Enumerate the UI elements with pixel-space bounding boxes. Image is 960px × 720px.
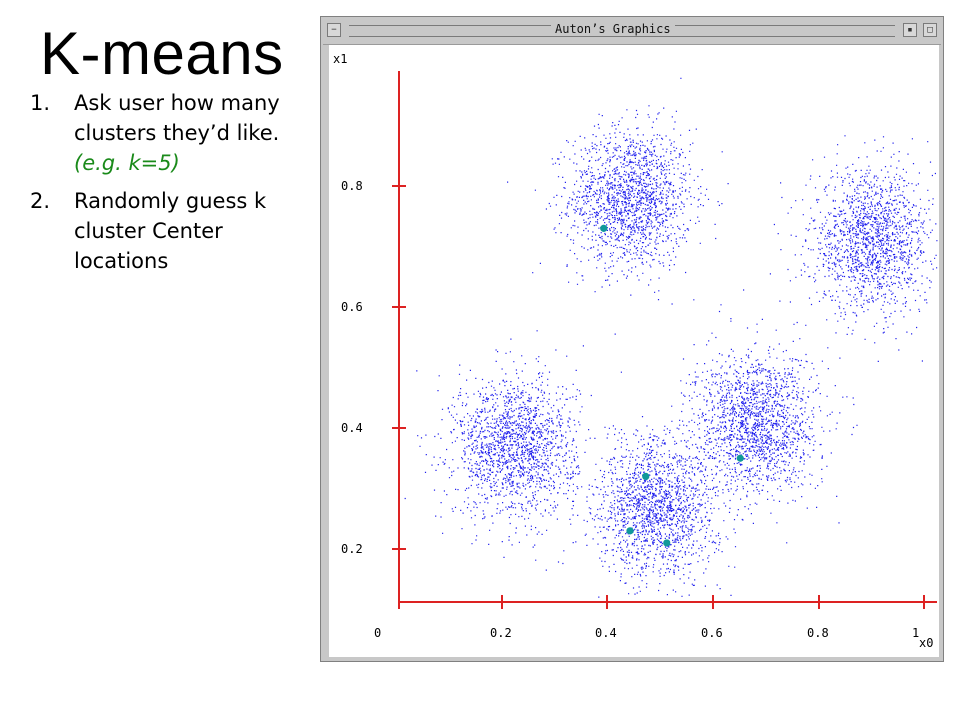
x-tick-label: 1	[912, 626, 919, 640]
x-axis-label: x0	[919, 636, 933, 650]
step-2-number: 2.	[30, 189, 51, 213]
cluster-center-2	[736, 454, 744, 462]
minimize-button[interactable]: ▪	[903, 23, 917, 37]
step-2-text: Randomly guess k cluster Center location…	[74, 189, 267, 273]
y-tick-label: 0.8	[341, 179, 363, 193]
cluster-3-points	[404, 330, 616, 571]
plot-canvas: x1 x0 0 0.2 0.4 0.6 0.8 1 0.2 0.4 0.6 0.8	[329, 45, 939, 657]
cluster-center-4	[626, 527, 634, 535]
cluster-2-points	[769, 135, 938, 362]
window-title: Auton’s Graphics	[551, 22, 675, 36]
step-list: 1. Ask user how many clusters they’d lik…	[30, 88, 315, 284]
window-menu-button[interactable]: −	[327, 23, 341, 37]
step-1: 1. Ask user how many clusters they’d lik…	[30, 88, 315, 178]
x-tick-label: 0.8	[807, 626, 829, 640]
step-1-example: (e.g. k=5)	[74, 151, 180, 175]
window-titlebar[interactable]: − Auton’s Graphics ▪ □	[323, 19, 941, 45]
y-tick-label: 0.6	[341, 300, 363, 314]
step-2: 2. Randomly guess k cluster Center locat…	[30, 186, 315, 276]
x-tick-label: 0.6	[701, 626, 723, 640]
x-tick-label: 0	[374, 626, 381, 640]
y-tick-label: 0.2	[341, 542, 363, 556]
step-1-text: Ask user how many clusters they’d like.	[74, 91, 280, 145]
cluster-1-points	[507, 77, 729, 347]
slide-title: K-means	[40, 20, 284, 87]
cluster-center-3	[642, 472, 650, 480]
maximize-button[interactable]: □	[923, 23, 937, 37]
scatter-plot: x1 x0 0 0.2 0.4 0.6 0.8 1 0.2 0.4 0.6 0.8	[333, 52, 938, 650]
cluster-5-points	[557, 371, 756, 598]
y-tick-label: 0.4	[341, 421, 363, 435]
x-tick-label: 0.2	[490, 626, 512, 640]
step-1-number: 1.	[30, 91, 51, 115]
graphics-window: − Auton’s Graphics ▪ □ x1 x0 0 0.2 0.4 0.6 0.8…	[320, 16, 944, 662]
y-axis-label: x1	[333, 52, 347, 66]
cluster-center-5	[663, 539, 671, 547]
x-tick-label: 0.4	[595, 626, 617, 640]
cluster-center-1	[600, 224, 608, 232]
